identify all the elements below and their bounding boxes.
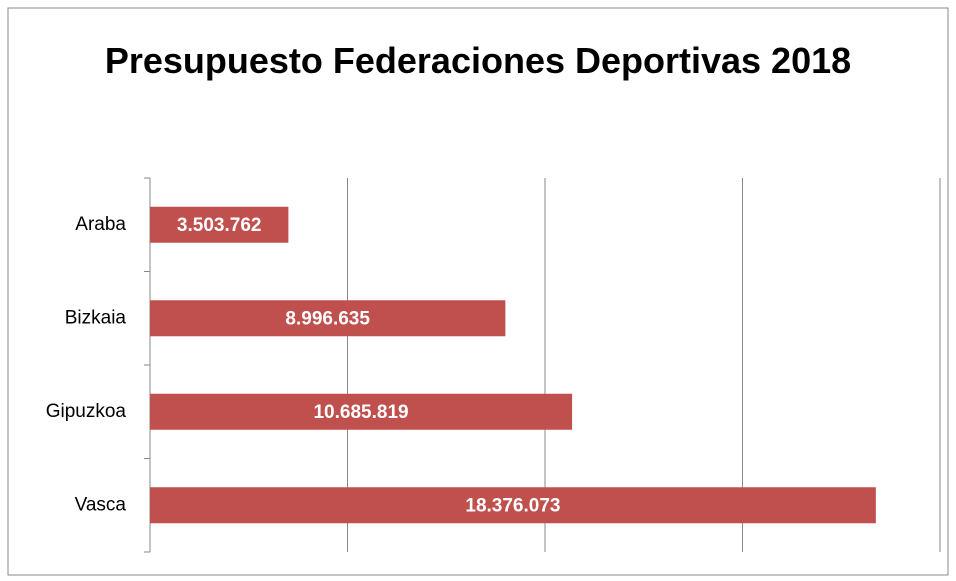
- bar: [150, 487, 876, 524]
- bar: [150, 206, 289, 243]
- bar: [150, 300, 506, 337]
- data-label: 18.376.073: [465, 495, 560, 516]
- y-tick-label: Vasca: [75, 494, 127, 515]
- bar: [150, 393, 573, 430]
- y-tick-label: Bizkaia: [65, 307, 127, 328]
- chart-border: [7, 7, 949, 576]
- data-label: 3.503.762: [177, 215, 262, 236]
- y-tick-label: Araba: [75, 214, 126, 235]
- data-label: 10.685.819: [313, 402, 408, 423]
- y-tick-label: Gipuzkoa: [46, 401, 127, 422]
- data-label: 8.996.635: [285, 308, 370, 329]
- chart-title: Presupuesto Federaciones Deportivas 2018: [104, 40, 852, 81]
